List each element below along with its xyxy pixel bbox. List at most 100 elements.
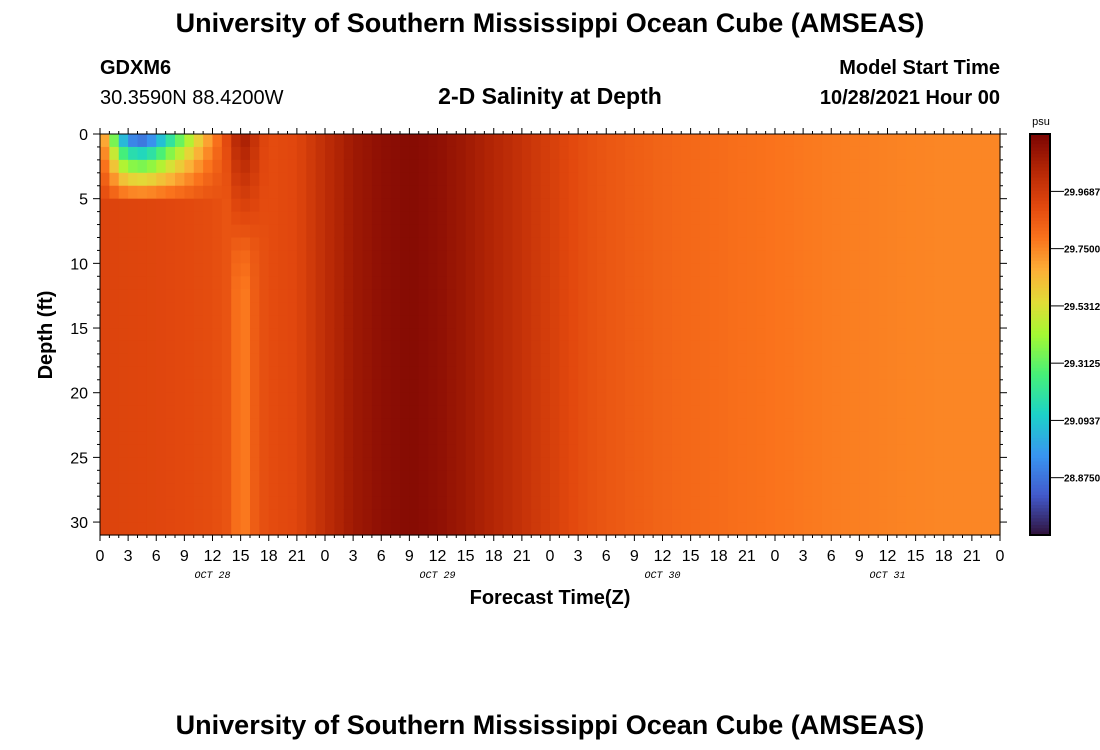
heatmap-cell — [615, 302, 626, 316]
x-tick-label: 0 — [96, 548, 105, 565]
heatmap-cell — [859, 431, 870, 446]
heatmap-cell — [278, 340, 289, 355]
heatmap-cell — [240, 211, 251, 226]
heatmap-cell — [671, 470, 682, 484]
heatmap-cell — [775, 405, 785, 420]
heatmap-cell — [221, 250, 232, 264]
heatmap-cell — [493, 250, 504, 264]
heatmap-cell — [728, 146, 739, 161]
colorbar-swatch — [1030, 464, 1050, 469]
heatmap-cell — [821, 159, 832, 174]
heatmap-cell — [212, 470, 223, 484]
heatmap-cell — [400, 289, 410, 303]
heatmap-cell — [503, 250, 514, 264]
heatmap-cell — [437, 289, 448, 303]
heatmap-cell — [606, 379, 617, 394]
heatmap-cell — [859, 315, 870, 329]
heatmap-cell — [737, 134, 748, 148]
heatmap-cell — [390, 379, 401, 394]
heatmap-cell — [418, 470, 429, 484]
heatmap-cell — [400, 172, 410, 187]
heatmap-cell — [878, 224, 889, 239]
heatmap-cell — [681, 159, 692, 174]
heatmap-cell — [934, 483, 945, 497]
heatmap-cell — [653, 198, 664, 213]
heatmap-cell — [671, 509, 682, 523]
heatmap-cell — [784, 146, 795, 161]
heatmap-cell — [709, 250, 720, 264]
heatmap-cell — [896, 340, 907, 355]
heatmap-cell — [681, 250, 692, 264]
heatmap-cell — [615, 418, 626, 433]
heatmap-cell — [259, 483, 270, 497]
heatmap-cell — [418, 172, 429, 187]
heatmap-cell — [859, 392, 870, 407]
heatmap-cell — [596, 340, 607, 355]
heatmap-cell — [746, 289, 757, 303]
heatmap-cell — [343, 457, 354, 471]
heatmap-cell — [521, 237, 532, 252]
heatmap-cell — [634, 457, 645, 471]
heatmap-cell — [868, 146, 879, 161]
heatmap-cell — [943, 134, 954, 148]
heatmap-cell — [990, 328, 1001, 342]
heatmap-cell — [221, 237, 232, 252]
heatmap-cell — [915, 172, 926, 187]
heatmap-cell — [259, 146, 270, 161]
heatmap-cell — [737, 340, 748, 355]
heatmap-cell — [465, 185, 476, 200]
heatmap-cell — [709, 172, 720, 187]
heatmap-cell — [587, 379, 598, 394]
heatmap-cell — [653, 146, 664, 161]
heatmap-cell — [906, 483, 917, 497]
heatmap-cell — [971, 237, 982, 252]
heatmap-cell — [493, 237, 504, 252]
day-label: OCT 30 — [644, 571, 680, 582]
heatmap-cell — [803, 315, 814, 329]
heatmap-cell — [128, 405, 139, 420]
heatmap-cell — [831, 509, 842, 523]
heatmap-cell — [268, 457, 279, 471]
heatmap-cell — [334, 392, 345, 407]
heatmap-cell — [156, 444, 167, 458]
heatmap-cell — [325, 366, 335, 381]
heatmap-cell — [803, 366, 814, 381]
heatmap-cell — [296, 172, 307, 187]
heatmap-cell — [934, 366, 945, 381]
heatmap-cell — [728, 250, 739, 264]
heatmap-cell — [587, 470, 598, 484]
heatmap-cell — [615, 379, 626, 394]
heatmap-cell — [109, 509, 120, 523]
heatmap-cell — [915, 302, 926, 316]
heatmap-cell — [118, 302, 129, 316]
y-tick-label: 30 — [70, 515, 88, 532]
heatmap-cell — [156, 198, 167, 213]
heatmap-cell — [887, 185, 898, 200]
heatmap-cell — [625, 444, 635, 458]
heatmap-cell — [812, 224, 823, 239]
colorbar-swatch — [1030, 354, 1050, 359]
heatmap-cell — [400, 483, 410, 497]
heatmap-cell — [765, 146, 776, 161]
heatmap-cell — [437, 431, 448, 446]
heatmap-cell — [418, 457, 429, 471]
heatmap-cell — [925, 250, 935, 264]
heatmap-cell — [287, 302, 298, 316]
colorbar-swatch — [1030, 438, 1050, 442]
heatmap-cell — [981, 134, 992, 148]
heatmap-cell — [240, 159, 251, 174]
heatmap-cell — [118, 379, 129, 394]
heatmap-cell — [428, 302, 439, 316]
heatmap-cell — [221, 289, 232, 303]
heatmap-cell — [859, 418, 870, 433]
heatmap-cell — [334, 276, 345, 290]
heatmap-cell — [737, 185, 748, 200]
heatmap-cell — [887, 379, 898, 394]
heatmap-cell — [971, 522, 982, 536]
heatmap-cell — [625, 392, 635, 407]
heatmap-cell — [578, 328, 589, 342]
heatmap-cell — [315, 392, 326, 407]
heatmap-cell — [268, 302, 279, 316]
heatmap-cell — [212, 483, 223, 497]
heatmap-cell — [371, 328, 382, 342]
